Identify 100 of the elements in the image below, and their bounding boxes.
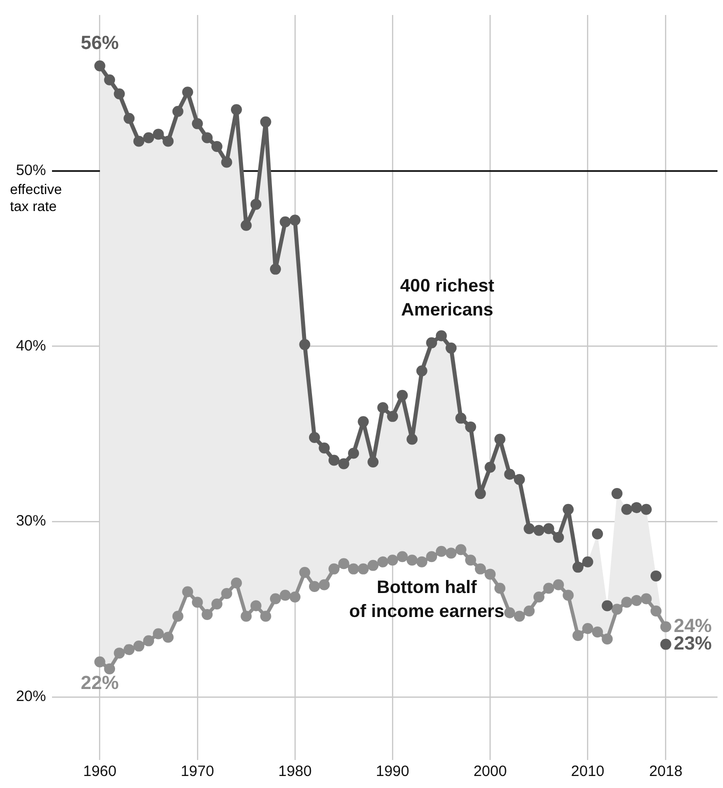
point (152, 628, 164, 640)
point (640, 504, 652, 515)
point (524, 523, 535, 534)
point (377, 402, 388, 414)
point (182, 86, 194, 98)
point (426, 551, 438, 562)
point (338, 558, 350, 570)
series-label: 400 richest Americans (400, 276, 494, 320)
point (299, 339, 310, 350)
point (152, 128, 164, 140)
x-tick-label: 1960 (83, 763, 116, 780)
point (602, 600, 613, 612)
point (368, 560, 379, 571)
x-tick-label: 1990 (376, 763, 410, 780)
point (484, 462, 496, 473)
data-label: 22% (80, 673, 119, 694)
point (650, 570, 662, 582)
point (660, 638, 672, 650)
point (592, 528, 603, 540)
point (172, 610, 184, 622)
point (124, 112, 135, 124)
point (270, 264, 281, 275)
point (162, 136, 174, 147)
point (436, 330, 447, 342)
point (192, 118, 203, 130)
point (650, 606, 662, 616)
point (562, 590, 574, 601)
point (504, 607, 516, 618)
x-tick-label: 2010 (571, 763, 604, 780)
point (172, 106, 184, 117)
point (514, 610, 525, 622)
point (572, 630, 584, 642)
point (94, 60, 106, 72)
point (358, 416, 369, 428)
point (114, 88, 125, 100)
point (230, 577, 242, 588)
point (328, 454, 340, 466)
point (446, 342, 457, 354)
point (484, 568, 496, 580)
point (455, 544, 466, 556)
point (211, 140, 222, 152)
point (474, 488, 486, 500)
point (387, 410, 398, 422)
point (192, 596, 203, 608)
point (621, 596, 632, 608)
y-tick-label: 40% (16, 337, 46, 354)
point (202, 132, 213, 144)
point (289, 591, 300, 602)
point (328, 563, 340, 574)
point (280, 590, 291, 601)
x-tick-label: 2000 (473, 763, 507, 780)
ref-line-label: effective tax rate (10, 180, 62, 214)
point (250, 600, 262, 612)
point (240, 220, 252, 231)
point (143, 635, 154, 646)
point (348, 448, 360, 459)
point (426, 337, 438, 348)
point (368, 456, 379, 468)
point (230, 104, 242, 116)
point (377, 556, 388, 568)
point (358, 563, 369, 574)
point (416, 556, 428, 568)
point (133, 640, 144, 652)
point (396, 390, 408, 401)
point (436, 546, 447, 557)
point (592, 626, 603, 638)
point (94, 656, 106, 668)
point (260, 610, 272, 622)
point (260, 116, 272, 128)
point (299, 566, 310, 578)
point (280, 216, 291, 228)
point (582, 623, 594, 634)
point (631, 594, 642, 606)
point (318, 579, 330, 590)
point (162, 632, 174, 643)
point (124, 644, 135, 656)
point (543, 523, 554, 534)
point (182, 586, 194, 598)
point (552, 532, 564, 543)
point (396, 551, 408, 562)
point (494, 582, 506, 594)
point (318, 442, 330, 454)
point (338, 458, 350, 470)
point (104, 663, 116, 674)
point (562, 504, 574, 515)
point (143, 132, 154, 144)
point (211, 598, 222, 610)
point (446, 548, 457, 559)
point (524, 606, 535, 616)
point (250, 198, 262, 210)
point (514, 474, 525, 486)
point (494, 434, 506, 445)
point (621, 504, 632, 515)
point (465, 421, 476, 432)
point (455, 412, 466, 424)
point (114, 648, 125, 659)
point (611, 488, 622, 500)
point (202, 609, 213, 620)
point (289, 214, 300, 226)
data-label: 56% (80, 33, 119, 54)
